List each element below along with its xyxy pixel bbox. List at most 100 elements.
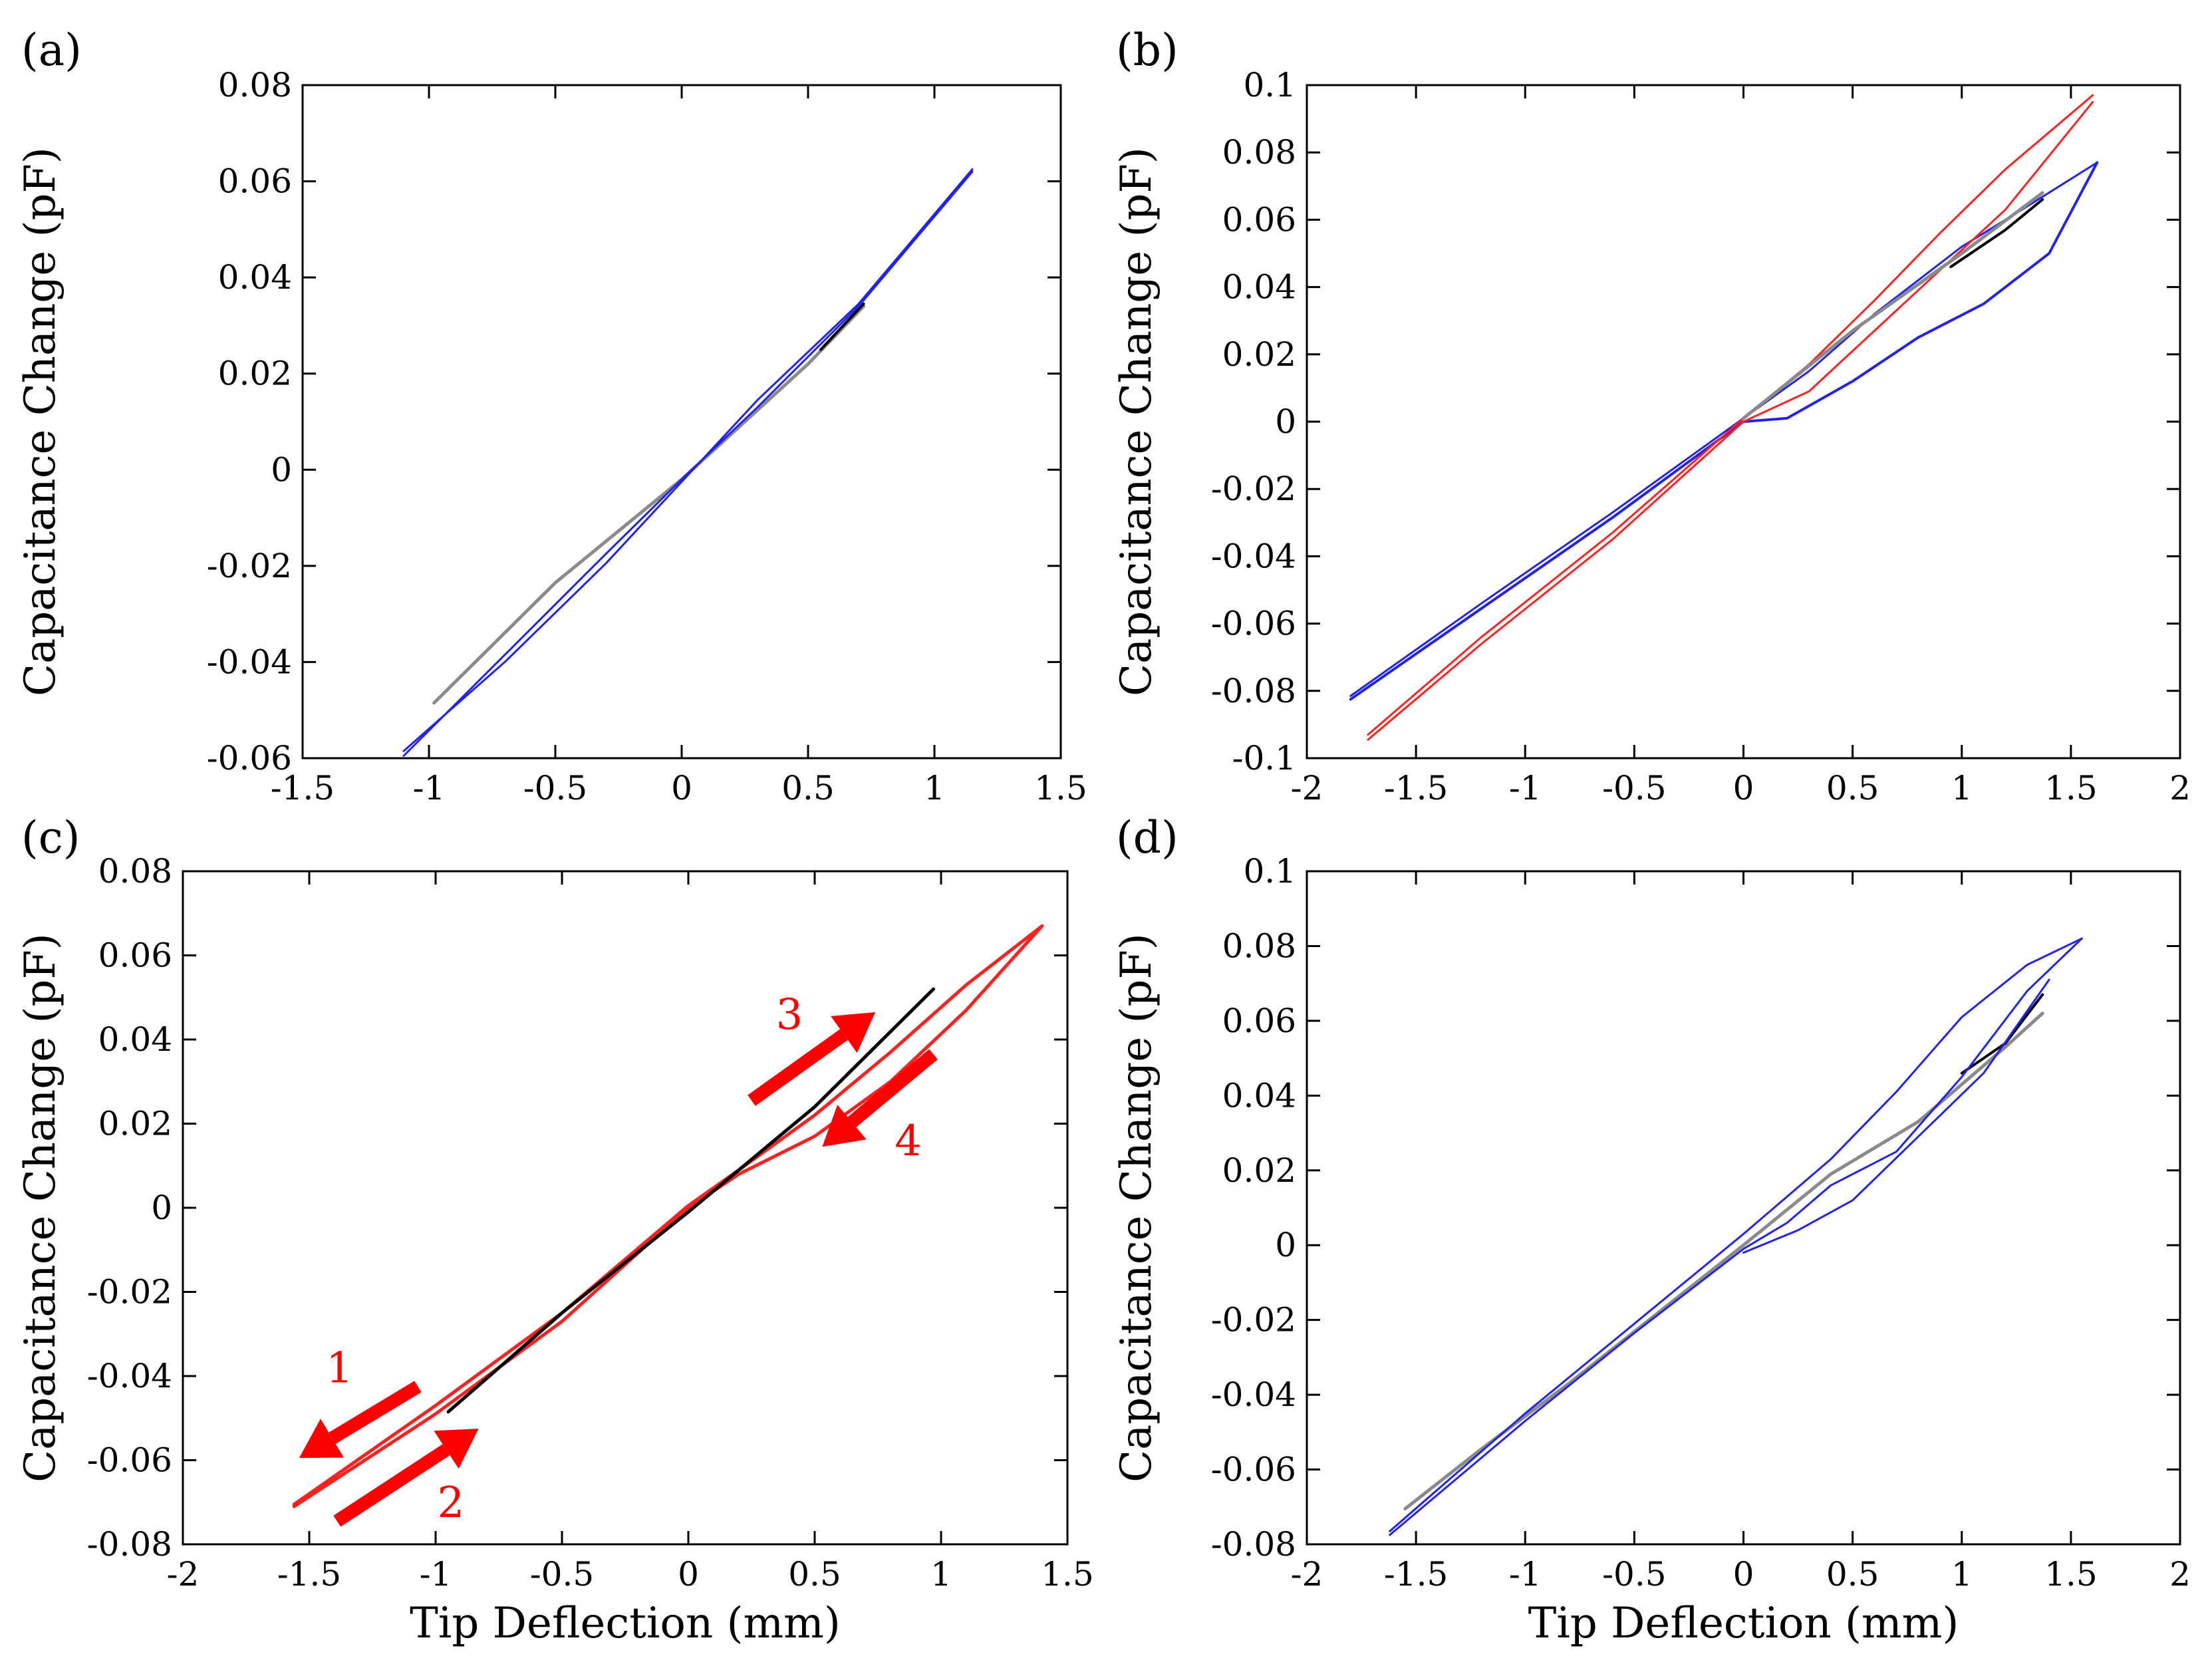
y-tick-label: -0.06: [1211, 1451, 1296, 1489]
x-tick-label: -1: [420, 1555, 452, 1594]
y-tick-label: 0.02: [1222, 1151, 1296, 1190]
y-axis-label: Capacitance Change (pF): [16, 147, 65, 696]
y-tick-label: 0.08: [1222, 133, 1296, 172]
y-tick-label: 0.04: [218, 258, 292, 297]
x-tick-label: 1: [924, 769, 945, 807]
direction-arrow-head: [434, 1429, 479, 1469]
y-tick-label: 0.02: [1222, 335, 1296, 374]
series-line-blue: [402, 170, 974, 757]
y-tick-label: 0.1: [1243, 66, 1296, 104]
plot-frame: [301, 84, 1062, 760]
arrow-number-label: 3: [776, 990, 803, 1040]
y-tick-label: 0.04: [98, 1020, 172, 1059]
y-tick-label: -0.02: [1211, 470, 1296, 508]
direction-arrow-shaft: [748, 1029, 848, 1106]
y-tick-label: 0: [151, 1188, 172, 1227]
y-axis-label: Capacitance Change (pF): [1112, 933, 1161, 1482]
x-tick-label: 1: [1951, 1555, 1973, 1594]
panel-d: (d) -2 -1.5 -1 -0.5 0 0.5 1 1.5 2 -0.08 -0.06 -0.04 -…: [1112, 812, 2191, 1648]
direction-arrow-shaft: [333, 1444, 450, 1527]
direction-arrow-head: [299, 1419, 344, 1459]
x-tick-label: 0: [1733, 1555, 1754, 1594]
y-tick-label: 0.06: [1222, 1002, 1296, 1040]
x-tick-label: 0.5: [1826, 1555, 1879, 1594]
series-line-blue: [1742, 978, 2050, 1254]
series-line-black: [446, 987, 936, 1414]
arrow-number-label: 4: [895, 1117, 922, 1166]
x-tick-label: 0: [678, 1555, 699, 1594]
y-tick-label: -0.02: [207, 547, 292, 585]
direction-arrow-shaft: [847, 1049, 938, 1127]
x-tick-label: -1: [1509, 1555, 1542, 1594]
series-line-blue: [1389, 937, 2083, 1536]
series-line-blue: [402, 168, 974, 752]
x-axis-label: Tip Deflection (mm): [410, 1599, 841, 1648]
x-tick-label: -1.5: [1384, 769, 1448, 807]
series-line-red: [292, 924, 1044, 1508]
arrow-number-label: 2: [437, 1478, 464, 1528]
series-line-red: [1367, 94, 2094, 736]
y-tick-label: 0.04: [1222, 268, 1296, 307]
y-tick-label: 0.06: [98, 936, 172, 975]
series-line-black: [819, 302, 865, 351]
x-tick-label: 0.5: [781, 769, 835, 807]
y-tick-label: -0.04: [87, 1357, 172, 1395]
arrow-number-label: 1: [326, 1343, 353, 1393]
y-tick-label: -0.04: [1211, 537, 1296, 575]
panel-label: (d): [1116, 812, 1178, 863]
y-tick-label: 0.06: [218, 162, 292, 201]
x-tick-label: 1.5: [1034, 769, 1087, 807]
y-axis-label: Capacitance Change (pF): [1112, 147, 1161, 696]
y-tick-label: 0.02: [218, 354, 292, 393]
x-tick-label: 0.5: [788, 1555, 841, 1594]
x-tick-label: 0.5: [1826, 769, 1879, 807]
x-tick-label: -0.5: [1602, 1555, 1666, 1594]
series-line-gray: [1742, 191, 2044, 420]
series-line-blue: [1389, 937, 2083, 1532]
y-tick-label: -0.02: [87, 1273, 172, 1312]
x-tick-label: -1.5: [271, 769, 335, 807]
x-tick-label: 1.5: [2044, 769, 2098, 807]
direction-arrow-head: [831, 1012, 876, 1053]
y-tick-label: 0.02: [98, 1105, 172, 1143]
x-tick-label: 1.5: [1041, 1555, 1094, 1594]
x-tick-label: -0.5: [530, 1555, 594, 1594]
y-tick-label: -0.08: [1211, 672, 1296, 710]
plot-frame: [1306, 870, 2181, 1546]
x-tick-label: -2: [167, 1555, 200, 1594]
series-line-blue: [1349, 161, 2099, 701]
x-tick-label: 1: [1951, 769, 1973, 807]
y-tick-label: -0.06: [207, 739, 292, 777]
direction-arrow-head: [822, 1105, 867, 1147]
x-tick-label: -0.5: [1602, 769, 1666, 807]
y-tick-label: 0.08: [218, 66, 292, 104]
x-tick-label: -0.5: [523, 769, 587, 807]
x-tick-label: -2: [1291, 769, 1323, 807]
x-tick-label: 0: [1733, 769, 1754, 807]
panel-c: (c) 1 2 3 4 -2 -1.5 -1 -0.5 0 0.5 1 1.5 -0.08 -0.06 -0.…: [16, 812, 1094, 1648]
y-tick-label: -0.06: [87, 1441, 172, 1480]
y-tick-label: 0.06: [1222, 200, 1296, 239]
x-tick-label: -1: [413, 769, 446, 807]
y-tick-label: 0: [1275, 402, 1296, 441]
y-tick-label: 0.08: [1222, 926, 1296, 965]
panel-label: (c): [21, 812, 80, 863]
panel-b: (b) -2 -1.5 -1 -0.5 0 0.5 1 1.5 2 -0.1 -0.08 -0.06 -0…: [1112, 25, 2191, 807]
x-tick-label: 0: [671, 769, 692, 807]
panel-a: (a) -1.5 -1 -0.5 0 0.5 1 1.5 -0.06 -0.04 -0.02 0 0.0…: [16, 25, 1087, 807]
series-line-red: [1367, 100, 2094, 741]
x-tick-label: 1: [930, 1555, 952, 1594]
y-tick-label: -0.04: [1211, 1375, 1296, 1414]
y-tick-label: 0.04: [1222, 1076, 1296, 1115]
x-tick-label: -1.5: [1384, 1555, 1448, 1594]
y-tick-label: -0.06: [1211, 605, 1296, 643]
direction-arrow-shaft: [329, 1381, 422, 1444]
x-tick-label: -2: [1291, 1555, 1323, 1594]
y-tick-label: -0.02: [1211, 1301, 1296, 1339]
series-line-black: [1949, 198, 2044, 269]
y-tick-label: -0.08: [87, 1525, 172, 1564]
x-tick-label: -1: [1509, 769, 1542, 807]
x-tick-label: 2: [2169, 769, 2191, 807]
x-axis-label: Tip Deflection (mm): [1528, 1599, 1959, 1648]
